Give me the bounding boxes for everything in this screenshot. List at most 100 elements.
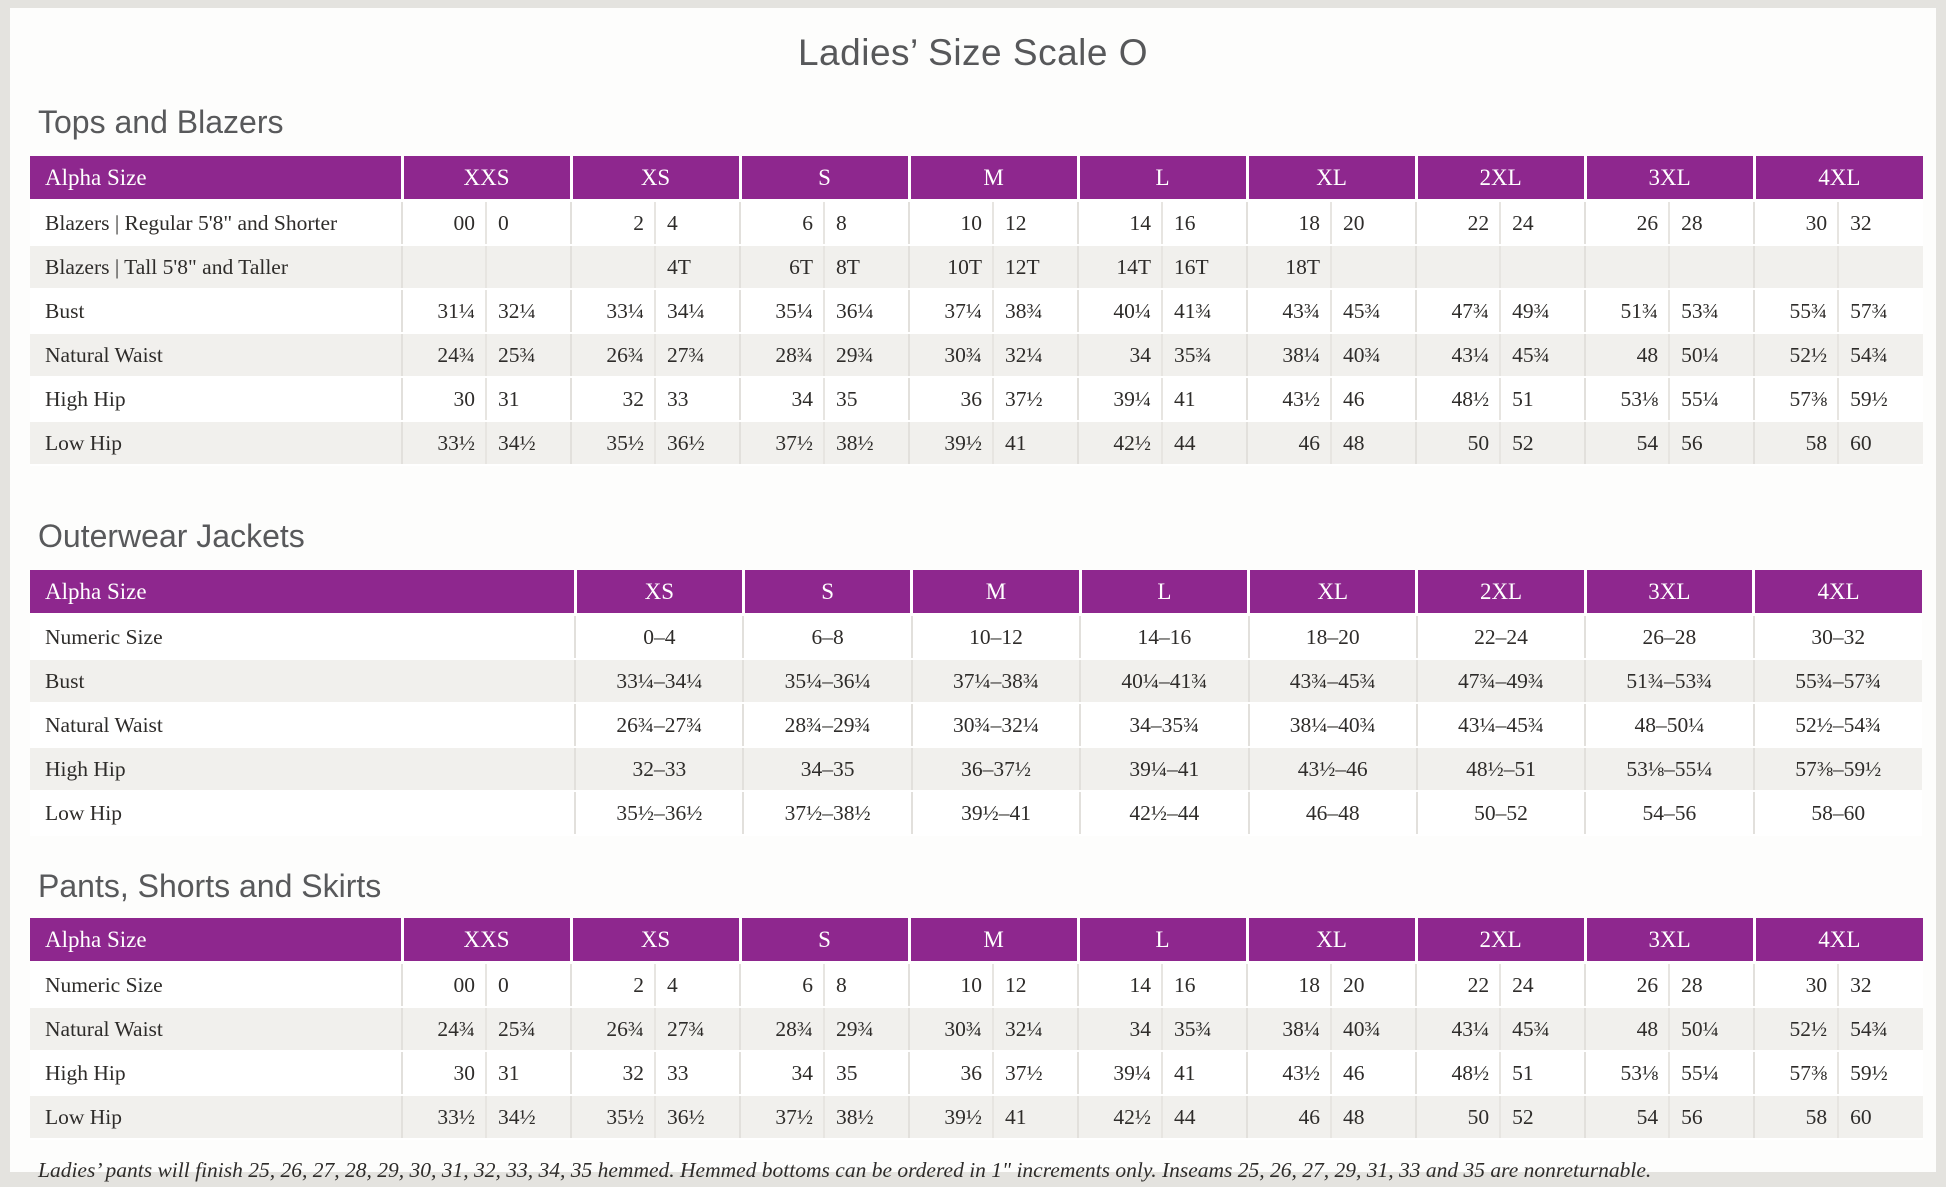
row-label: Numeric Size: [30, 614, 576, 660]
size-value-cell: 35: [823, 1051, 910, 1096]
size-range-cell: 47¾–49¾: [1415, 659, 1586, 704]
size-value-cell: 46: [1246, 1095, 1332, 1140]
size-value-cell: 25¾: [484, 1007, 572, 1052]
table-row: Blazers | Regular 5'8" and Shorter 00 0 2 4 6…: [30, 200, 1924, 246]
size-value-cell: 18: [1246, 200, 1332, 246]
size-range-cell: 43¼–45¾: [1415, 703, 1586, 748]
size-value-cell: 22: [1415, 962, 1501, 1008]
size-value-cell: 43¼: [1415, 1007, 1501, 1052]
size-value-cell: 12T: [992, 245, 1079, 290]
size-value-cell: 2: [570, 200, 656, 246]
table-row: Numeric Size 00 0 2 4 6 8 10 12 14 16 18 20 22 24 26 28 3…: [30, 962, 1924, 1008]
size-column-header: 3XL: [1583, 570, 1754, 616]
size-value-cell: 45¾: [1499, 1007, 1586, 1052]
size-value-cell: 54¾: [1837, 1007, 1924, 1052]
size-value-cell: 33½: [401, 1095, 486, 1140]
size-value-cell: [1415, 245, 1501, 290]
size-table-pants-shorts-skirts: Alpha Size XXS XS S M L XL 2XL 3XL 4XL Numeric Siz…: [30, 918, 1924, 1140]
size-range-cell: 58–60: [1752, 791, 1922, 836]
size-value-cell: 36: [908, 1051, 994, 1096]
size-value-cell: 57¾: [1837, 289, 1924, 334]
table-row: High Hip 30 31 32 33 34 35 36 37½ 39¼ 41 43½ 46 48½ 51…: [30, 377, 1924, 422]
size-value-cell: 27¾: [654, 333, 741, 378]
size-column-header: XS: [573, 570, 744, 616]
size-value-cell: 24: [1499, 962, 1586, 1008]
size-value-cell: 16: [1161, 962, 1248, 1008]
size-value-cell: 34: [1077, 333, 1163, 378]
row-label: Low Hip: [30, 791, 576, 836]
size-range-cell: 46–48: [1247, 791, 1417, 836]
size-value-cell: 51: [1499, 1051, 1586, 1096]
size-value-cell: 6: [739, 200, 825, 246]
size-column-header: XS: [569, 156, 741, 202]
size-value-cell: 46: [1330, 1051, 1417, 1096]
size-value-cell: 43½: [1246, 377, 1332, 422]
size-value-cell: 32: [1837, 200, 1924, 246]
size-range-cell: 48½–51: [1415, 747, 1586, 792]
size-value-cell: 34½: [484, 1095, 572, 1140]
size-range-cell: 57⅜–59½: [1752, 747, 1922, 792]
size-value-cell: 12: [992, 962, 1079, 1008]
size-value-cell: 50¼: [1668, 1007, 1755, 1052]
size-value-cell: 14: [1077, 200, 1163, 246]
size-column-header: M: [907, 156, 1079, 202]
size-value-cell: 42½: [1077, 1095, 1163, 1140]
table-row: Low Hip 33½ 34½ 35½ 36½ 37½ 38½ 39½ 41 42½ 44 46 48 5…: [30, 421, 1924, 466]
size-column-header: XXS: [400, 918, 572, 964]
table-header-row: Alpha Size XXS XS S M L XL 2XL 3XL 4XL: [30, 156, 1924, 202]
size-value-cell: 42½: [1077, 421, 1163, 466]
table-row: Bust 31¼ 32¼ 33¼ 34¼ 35¼ 36¼ 37¼ 38¾ 40¼ 41¾ 43¾ 45¾…: [30, 289, 1924, 334]
size-value-cell: 48½: [1415, 1051, 1501, 1096]
size-value-cell: 14T: [1077, 245, 1163, 290]
size-value-cell: 30: [401, 377, 486, 422]
table-row: Natural Waist 24¾ 25¾ 26¾ 27¾ 28¾ 29¾ 30¾ 32¼ 34 3…: [30, 1007, 1924, 1052]
size-column-header: XL: [1247, 570, 1417, 616]
size-value-cell: 26: [1584, 962, 1670, 1008]
size-value-cell: 41: [992, 1095, 1079, 1140]
size-value-cell: 55¾: [1753, 289, 1839, 334]
hemming-footnote: Ladies’ pants will finish 25, 26, 27, 28…: [38, 1158, 1652, 1182]
size-value-cell: 39½: [908, 1095, 994, 1140]
size-range-cell: 35¼–36¼: [742, 659, 912, 704]
size-value-cell: 2: [570, 962, 656, 1008]
size-value-cell: [484, 245, 572, 290]
table-header-row: Alpha Size XS S M L XL 2XL 3XL 4XL: [30, 570, 1922, 616]
size-range-cell: 30¾–32¼: [910, 703, 1081, 748]
size-value-cell: 28¾: [739, 1007, 825, 1052]
size-column-header: 4XL: [1752, 570, 1922, 616]
table-row: Blazers | Tall 5'8" and Taller 4T 6T 8T 10T 1…: [30, 245, 1924, 290]
size-value-cell: 52½: [1753, 333, 1839, 378]
size-value-cell: 33: [654, 377, 741, 422]
size-value-cell: 37½: [992, 377, 1079, 422]
size-value-cell: [1584, 245, 1670, 290]
size-value-cell: 32¼: [992, 333, 1079, 378]
table-row: Natural Waist 26¾–27¾ 28¾–29¾ 30¾–32¼ 34–35¾…: [30, 703, 1922, 748]
size-value-cell: 27¾: [654, 1007, 741, 1052]
size-value-cell: 24¾: [401, 1007, 486, 1052]
size-range-cell: 30–32: [1752, 614, 1922, 660]
size-value-cell: 00: [401, 200, 486, 246]
size-table-tops-and-blazers: Alpha Size XXS XS S M L XL 2XL 3XL 4XL Blazers | R…: [30, 156, 1924, 466]
size-value-cell: 32¼: [484, 289, 572, 334]
size-value-cell: 10: [908, 200, 994, 246]
size-range-cell: 42½–44: [1079, 791, 1249, 836]
table-row: Bust 33¼–34¼ 35¼–36¼ 37¼–38¾ 40¼–41¾ 43¾–45¾ 4…: [30, 659, 1922, 704]
size-value-cell: 30¾: [908, 1007, 994, 1052]
size-range-cell: 28¾–29¾: [742, 703, 912, 748]
table-row: High Hip 32–33 34–35 36–37½ 39¼–41 43½–46 48½–…: [30, 747, 1922, 792]
size-value-cell: 60: [1837, 1095, 1924, 1140]
table-row: Numeric Size 0–4 6–8 10–12 14–16 18–20 22–24 26…: [30, 614, 1922, 660]
size-value-cell: 26¾: [570, 1007, 656, 1052]
size-value-cell: 38¼: [1246, 1007, 1332, 1052]
size-column-header: S: [741, 570, 912, 616]
size-value-cell: 30: [401, 1051, 486, 1096]
size-range-cell: 26¾–27¾: [574, 703, 744, 748]
size-table-container-tops: Alpha Size XXS XS S M L XL 2XL 3XL 4XL Blazers | R…: [30, 156, 1936, 466]
size-value-cell: 50¼: [1668, 333, 1755, 378]
size-value-cell: 0: [484, 200, 572, 246]
size-value-cell: 30: [1753, 962, 1839, 1008]
size-value-cell: 33½: [401, 421, 486, 466]
size-range-cell: 38¼–40¾: [1247, 703, 1417, 748]
row-label: Natural Waist: [30, 333, 402, 378]
size-column-header: XL: [1245, 156, 1417, 202]
